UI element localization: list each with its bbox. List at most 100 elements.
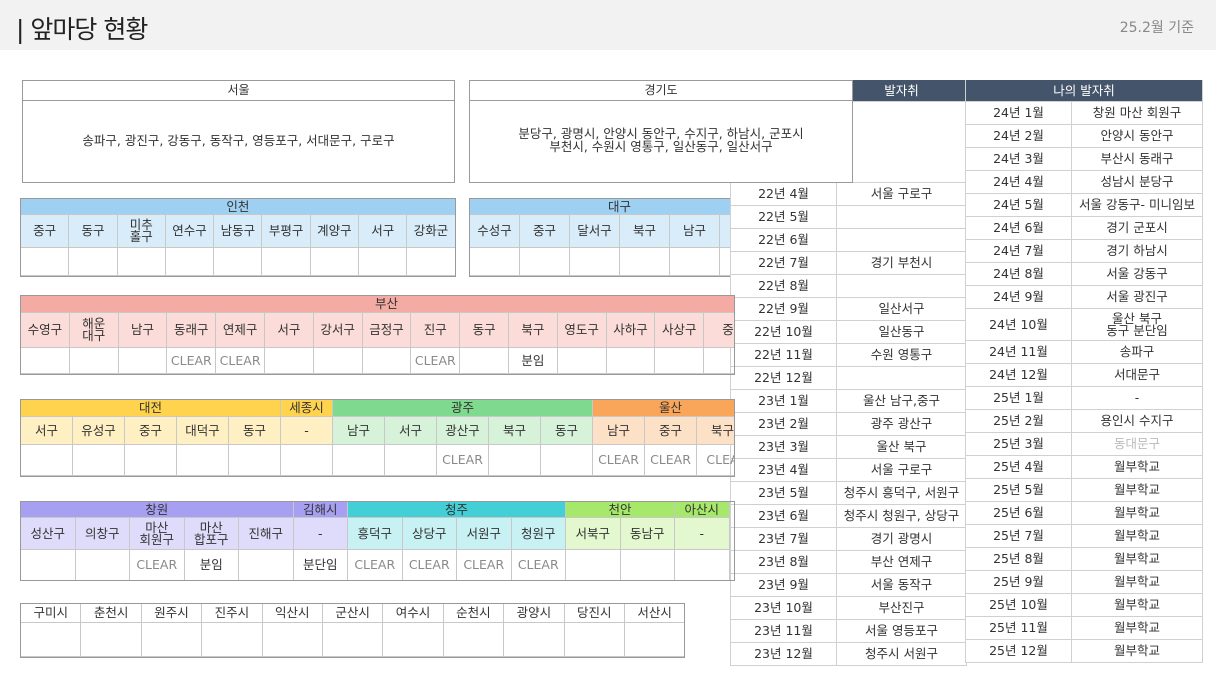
district-cell: 남동구 <box>214 215 263 248</box>
status-cell: CLEAR <box>437 445 489 476</box>
district-cell: 연수구 <box>165 215 215 248</box>
district-cell: 중 <box>704 313 734 348</box>
district-cell: 남구 <box>118 313 168 348</box>
status-cell: CLEAR <box>167 348 217 374</box>
busan-title: 부산 <box>21 296 734 313</box>
history-month-cell: 25년 2월 <box>966 410 1072 433</box>
history-month-cell: 25년 10월 <box>966 594 1072 617</box>
ulsan-title: 울산 <box>593 400 734 417</box>
city-cell: 춘천시 <box>81 604 142 623</box>
history-place-cell: 청주시 서원구 <box>837 643 967 666</box>
status-cell <box>541 445 593 476</box>
district-cell: 서구 <box>385 417 437 445</box>
history-month-cell: 24년 1월 <box>966 102 1072 125</box>
history-month-cell: 24년 5월 <box>966 194 1072 217</box>
history-place-cell: 경기 군포시 <box>1072 217 1203 240</box>
history-month-cell: 23년 12월 <box>731 643 837 666</box>
city-cell: 여수시 <box>383 604 444 623</box>
history-month-cell: 24년 2월 <box>966 125 1072 148</box>
other-cities-table: 구미시 춘천시 원주시 진주시 익산시 군산시 여수시 순천시 광양시 당진시 … <box>20 603 685 658</box>
history-month-cell: 25년 6월 <box>966 502 1072 525</box>
history-place-cell: 창원 마산 회원구 <box>1072 102 1203 125</box>
history-month-cell: 23년 11월 <box>731 620 837 643</box>
history-place-cell: 울산 북구 동구 분단임 <box>1072 309 1203 341</box>
district-cell: 해운 대구 <box>69 313 119 348</box>
page-header: | 앞마당 현황 25.2월 기준 <box>0 0 1216 50</box>
district-cell: 금정구 <box>362 313 412 348</box>
history-month-cell: 25년 4월 <box>966 456 1072 479</box>
status-cell <box>362 348 412 374</box>
status-cell <box>460 348 509 374</box>
history-month-cell: 24년 11월 <box>966 341 1072 364</box>
district-cell: 중구 <box>125 417 177 445</box>
history-place-cell: 일산서구 <box>837 298 967 321</box>
district-cell: 중구 <box>520 215 570 248</box>
district-cell: - <box>675 518 730 550</box>
district-cell: 계양구 <box>310 215 360 248</box>
city-cell: 당진시 <box>564 604 625 623</box>
district-cell: 영도구 <box>557 313 607 348</box>
city-cell: 원주시 <box>141 604 203 623</box>
history-place-cell: 월부학교 <box>1072 479 1203 502</box>
district-cell: 흥덕구 <box>348 518 403 550</box>
district-cell: 남구 <box>333 417 385 445</box>
history-month-cell: 22년 12월 <box>731 367 837 390</box>
history-place-cell <box>837 229 967 252</box>
district-cell: 연제구 <box>216 313 265 348</box>
city-cell: 군산시 <box>322 604 384 623</box>
history-month-cell: 22년 7월 <box>731 252 837 275</box>
history-place-cell: 월부학교 <box>1072 594 1203 617</box>
row4-table: 창원 김해시 청주 천안 아산시 성산구 의창구 마산 회원구 마산 합포구 진… <box>20 501 735 581</box>
history-month-cell: 24년 6월 <box>966 217 1072 240</box>
status-cell <box>385 445 437 476</box>
history-place-cell: 서대문구 <box>1072 364 1203 387</box>
history-place-cell: 부산시 동래구 <box>1072 148 1203 171</box>
history-place-cell: 월부학교 <box>1072 548 1203 571</box>
history-table-right: 나의 발자취 24년 1월 창원 마산 회원구 24년 2월 안양시 동안구 24년 3월… <box>965 80 1203 663</box>
city-cell: 광양시 <box>504 604 565 623</box>
status-cell: CLEAR <box>457 550 512 580</box>
history-month-cell: 23년 7월 <box>731 528 837 551</box>
district-cell: 성산구 <box>21 518 76 550</box>
district-cell: 북구 <box>620 215 670 248</box>
city-cell: 서산시 <box>624 604 684 623</box>
history-place-cell: 서울 영등포구 <box>837 620 967 643</box>
status-cell: CLEAR <box>130 550 185 580</box>
status-cell: 분단임 <box>294 550 348 580</box>
history-month-cell: 24년 10월 <box>966 309 1072 341</box>
history-place-cell: 월부학교 <box>1072 617 1203 640</box>
district-cell: 마산 회원구 <box>130 518 185 550</box>
history-month-cell: 25년 9월 <box>966 571 1072 594</box>
district-cell: 광산구 <box>437 417 489 445</box>
changwon-title: 창원 <box>21 502 294 518</box>
history-month-cell: 23년 9월 <box>731 574 837 597</box>
district-cell: 서구 <box>21 417 73 445</box>
status-cell: 분임 <box>185 550 239 580</box>
incheon-title: 인천 <box>21 199 455 215</box>
seoul-list: 송파구, 광진구, 강동구, 동작구, 영등포구, 서대문구, 구로구 <box>82 133 395 148</box>
district-cell: 동구 <box>69 215 118 248</box>
history-month-cell: 25년 8월 <box>966 548 1072 571</box>
district-cell: 서구 <box>359 215 408 248</box>
history-place-cell <box>837 275 967 298</box>
status-cell: CLEAR <box>512 550 566 580</box>
district-cell: 북구 <box>489 417 541 445</box>
gyeonggi-line1: 분당구, 광명시, 안양시 동안구, 수지구, 하남시, 군포시 <box>518 126 804 141</box>
history-place-cell <box>837 367 967 390</box>
gyeonggi-box: 경기도 분당구, 광명시, 안양시 동안구, 수지구, 하남시, 군포시 부천시… <box>469 80 853 183</box>
status-cell: CLEAR <box>645 445 697 476</box>
history-month-cell: 23년 2월 <box>731 413 837 436</box>
status-cell <box>264 348 314 374</box>
history-place-cell: 송파구 <box>1072 341 1203 364</box>
status-cell <box>118 348 168 374</box>
daegu-table: 대구 수성구 중구 달서구 북구 남구 서 <box>469 198 769 277</box>
history-header-right: 나의 발자취 <box>966 80 1203 102</box>
history-place-cell: 경기 부천시 <box>837 252 967 275</box>
district-cell: 서구 <box>264 313 314 348</box>
history-place-cell: 서울 강동구- 미니임보 <box>1072 194 1203 217</box>
status-cell <box>655 348 705 374</box>
district-cell: 중구 <box>645 417 697 445</box>
history-header-left-label: 발자취 <box>837 80 967 102</box>
history-month-cell: 23년 6월 <box>731 505 837 528</box>
district-cell: 강화군 <box>407 215 455 248</box>
